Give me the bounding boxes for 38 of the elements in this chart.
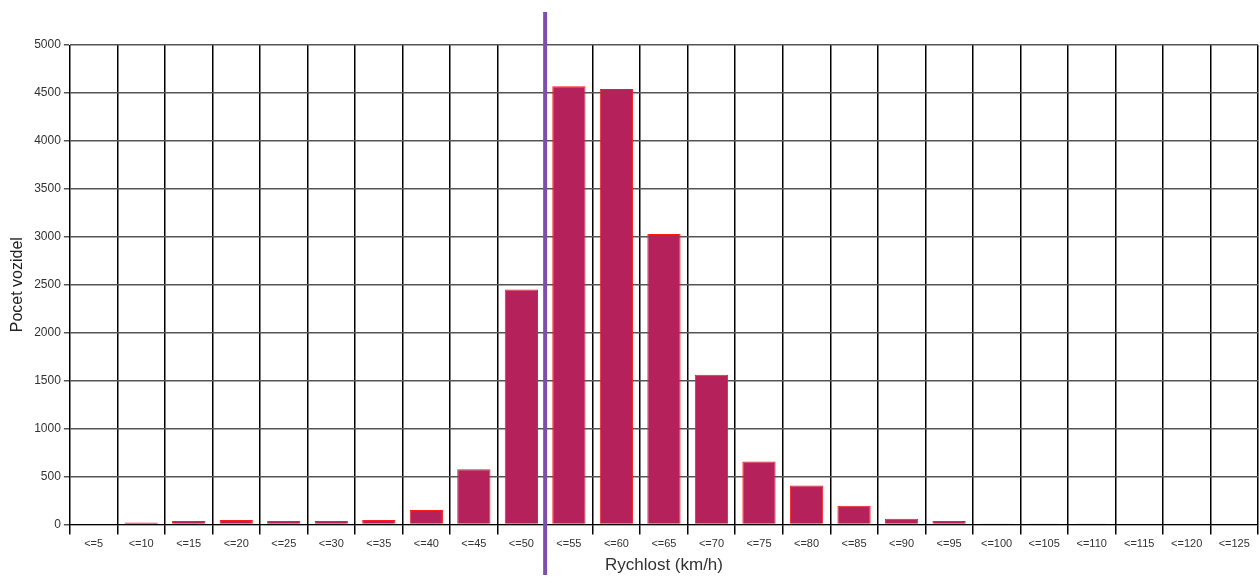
y-tick-label: 2500 [34, 277, 62, 292]
x-tick-label: <=110 [1076, 537, 1107, 550]
x-tick-label: <=120 [1171, 537, 1203, 550]
x-tick-label: <=40 [413, 537, 439, 550]
x-tick-label: <=55 [556, 537, 582, 550]
y-tick-label: 2000 [34, 324, 62, 339]
x-tick-label: <=90 [889, 537, 915, 550]
x-tick-label: <=30 [318, 537, 344, 550]
x-tick-label: <=15 [176, 537, 202, 550]
x-tick-label: <=100 [981, 537, 1013, 550]
x-tick-label: <=20 [223, 537, 249, 550]
y-tick-label: 0 [54, 516, 62, 531]
x-tick-label: <=125 [1218, 537, 1250, 550]
y-tick-label: 500 [40, 468, 62, 483]
y-axis-title: Pocet vozidel [8, 237, 26, 333]
x-tick-label: <=5 [84, 537, 104, 550]
x-tick-label: <=10 [128, 537, 154, 550]
x-tick-label: <=85 [841, 537, 867, 550]
x-tick-label: <=70 [698, 537, 725, 550]
x-tick-label: <=35 [366, 537, 392, 550]
x-tick-label: <=50 [508, 537, 534, 550]
y-tick-label: 4000 [34, 133, 62, 148]
x-tick-label: <=25 [271, 537, 297, 550]
y-tick-label: 1000 [34, 420, 62, 435]
x-tick-label: <=65 [651, 537, 677, 550]
x-tick-label: <=105 [1028, 537, 1060, 550]
x-tick-label: <=75 [746, 537, 772, 550]
y-tick-label: 3500 [34, 181, 62, 196]
y-tick-label: 4500 [34, 85, 62, 100]
x-tick-label: <=80 [793, 537, 820, 550]
y-tick-label: 1500 [34, 372, 62, 387]
x-tick-label: <=95 [936, 537, 962, 550]
y-tick-label: 5000 [34, 37, 62, 52]
x-tick-label: <=60 [603, 537, 629, 550]
x-axis-title: Rychlost (km/h) [604, 555, 723, 575]
y-tick-label: 3000 [34, 229, 62, 244]
x-tick-label: <=115 [1123, 537, 1155, 550]
x-tick-label: <=45 [461, 537, 487, 550]
